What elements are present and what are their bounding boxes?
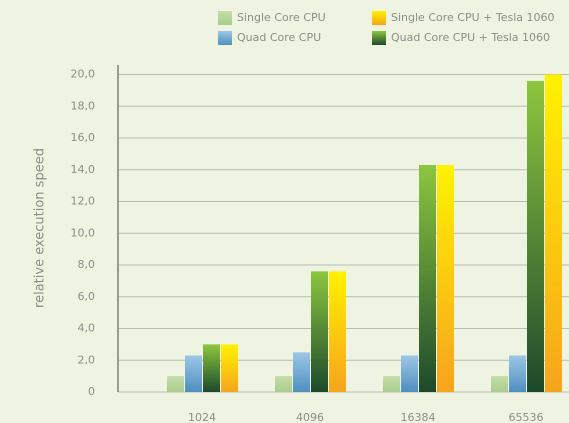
legend-label: Quad Core CPU + Tesla 1060 [391, 31, 550, 44]
bar [203, 344, 220, 392]
bar [527, 80, 544, 393]
y-tick-label: 6,0 [78, 290, 96, 303]
bar [329, 271, 346, 392]
x-tick-label: 65536 [509, 411, 544, 423]
y-tick-label: 8,0 [78, 258, 96, 271]
bar [437, 165, 454, 392]
bar [491, 376, 508, 392]
bar [311, 271, 328, 392]
y-tick-label: 4,0 [78, 322, 96, 335]
bar [293, 352, 310, 392]
bar [509, 355, 526, 392]
bar [275, 376, 292, 392]
legend-swatch [218, 31, 232, 45]
legend-label: Single Core CPU + Tesla 1060 [391, 11, 554, 24]
y-tick-label: 12,0 [71, 195, 96, 208]
bar [167, 376, 184, 392]
y-tick-label: 0 [88, 385, 95, 398]
y-tick-label: 2,0 [78, 353, 96, 366]
x-tick-label: 16384 [401, 411, 436, 423]
legend-swatch [372, 31, 386, 45]
bar [221, 344, 238, 392]
bar [545, 74, 562, 393]
legend-label: Single Core CPU [237, 11, 326, 24]
y-tick-label: 18,0 [71, 99, 96, 112]
legend-swatch [218, 11, 232, 25]
legend-label: Quad Core CPU [237, 31, 321, 44]
y-tick-label: 16,0 [71, 131, 96, 144]
y-tick-label: 14,0 [71, 163, 96, 176]
bar [383, 376, 400, 392]
bar [419, 165, 436, 392]
legend-swatch [372, 11, 386, 25]
y-axis-label: relative execution speed [33, 148, 48, 308]
x-tick-label: 4096 [296, 411, 324, 423]
y-tick-label: 20,0 [71, 68, 96, 81]
x-tick-label: 1024 [188, 411, 216, 423]
bar [185, 355, 202, 392]
bar [401, 355, 418, 392]
y-tick-label: 10,0 [71, 226, 96, 239]
